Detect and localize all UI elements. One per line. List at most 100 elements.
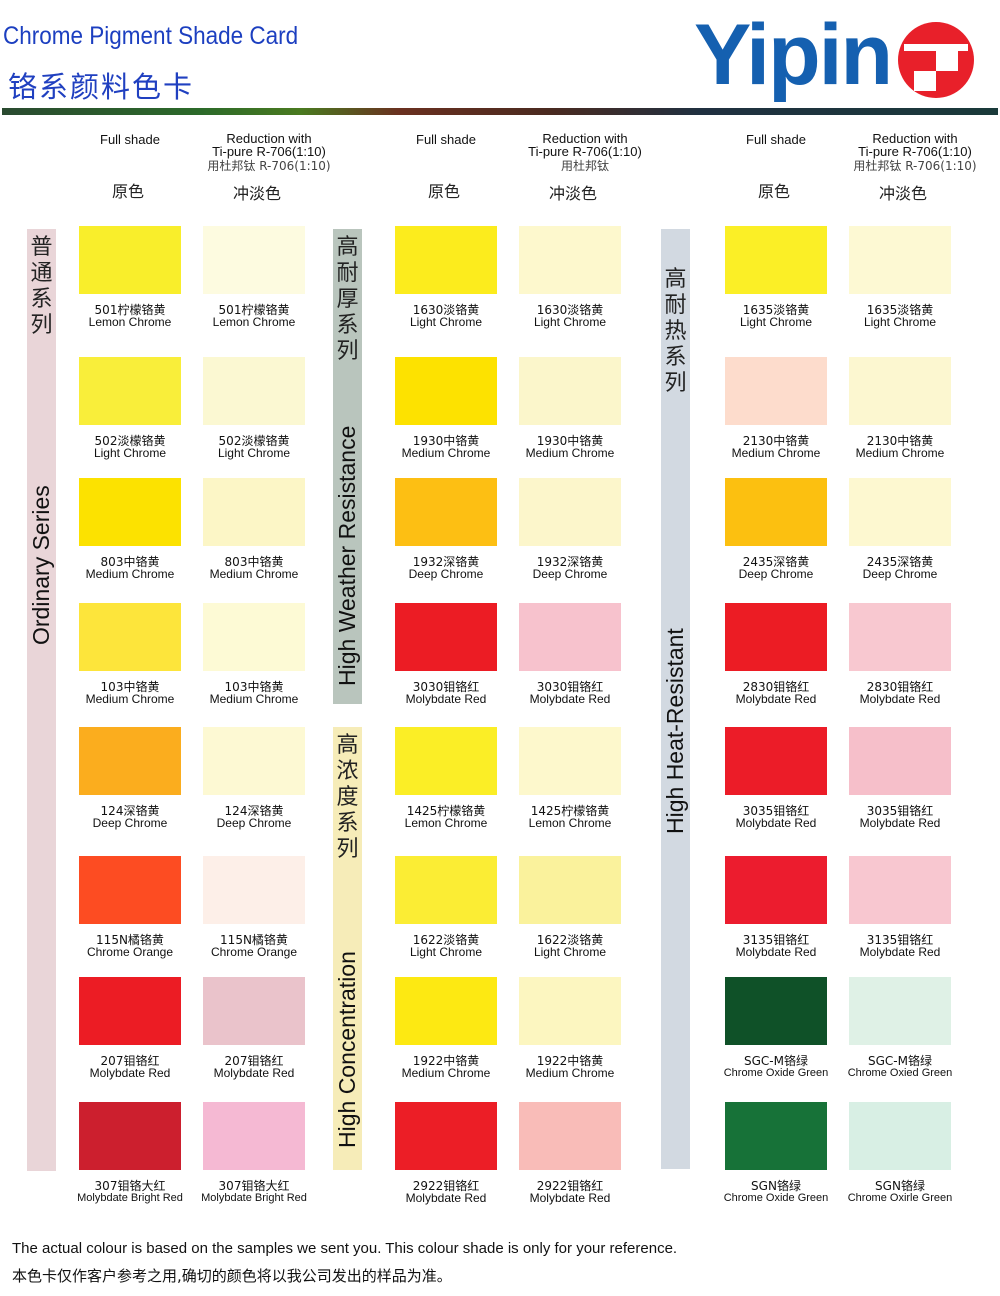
reduction-name-en: Chrome Oxirle Green — [847, 1192, 953, 1204]
pigment-code-cn: 1425柠檬铬黄 — [406, 804, 486, 818]
swatch-full-shade — [79, 603, 181, 671]
title-english: Chrome Pigment Shade Card — [3, 22, 299, 50]
header-reduction-line2: Ti-pure R-706(1:10) — [212, 144, 326, 159]
reduction-code-cn: 3135钼铬红 — [866, 933, 934, 947]
pigment-code-cn: 3135钼铬红 — [742, 933, 810, 947]
pigment-code-cn: 124深铬黄 — [100, 804, 160, 818]
pigment-name-en: Light Chrome — [409, 945, 483, 959]
series-bar: 高耐厚系列 — [333, 229, 362, 704]
reduction-code-cn: 124深铬黄 — [224, 804, 284, 818]
pigment-name-en: Lemon Chrome — [88, 315, 172, 329]
reduction-code-cn: SGN铬绿 — [875, 1179, 925, 1193]
series-name-en: High Concentration — [334, 951, 360, 1148]
series-name-cn: 高耐热系列 — [664, 267, 687, 396]
reduction-name-en: Molybdate Red — [859, 692, 941, 706]
reduction-name-en: Deep Chrome — [862, 567, 938, 581]
reduction-name-en: Chrome Oxied Green — [847, 1067, 953, 1079]
swatch-reduction — [203, 727, 305, 795]
header-reduction-line3: 用杜邦钛 — [560, 159, 609, 173]
header-reduction-cn: 冲淡色 — [233, 184, 282, 203]
pigment-name-en: Light Chrome — [409, 315, 483, 329]
reduction-name-en: Molybdate Red — [859, 816, 941, 830]
pigment-code-cn: SGN铬绿 — [751, 1179, 801, 1193]
swatch-reduction — [849, 478, 951, 546]
pigment-name-en: Deep Chrome — [738, 567, 814, 581]
swatch-full-shade — [395, 226, 497, 294]
header-reduction-line1: Reduction with — [872, 131, 958, 146]
swatch-reduction — [849, 856, 951, 924]
pigment-name-en: Medium Chrome — [85, 567, 175, 581]
series-bar: 普通系列 — [27, 229, 56, 1171]
pigment-code-cn: 207钼铬红 — [100, 1054, 160, 1068]
pigment-name-en: Deep Chrome — [408, 567, 484, 581]
swatch-full-shade — [79, 478, 181, 546]
swatch-full-shade — [79, 1102, 181, 1170]
pigment-name-en: Molybdate Red — [405, 1191, 487, 1205]
swatch-reduction — [203, 357, 305, 425]
reduction-name-en: Chrome Orange — [210, 945, 298, 959]
header-full-shade-cn: 原色 — [758, 182, 791, 201]
header-reduction-line2: Ti-pure R-706(1:10) — [858, 144, 972, 159]
reduction-name-en: Lemon Chrome — [528, 816, 612, 830]
reduction-code-cn: 501柠檬铬黄 — [218, 303, 290, 317]
swatch-full-shade — [395, 856, 497, 924]
yipin-logo-emblem-icon — [898, 22, 974, 98]
reduction-name-en: Medium Chrome — [855, 446, 945, 460]
swatch-full-shade — [395, 357, 497, 425]
swatch-reduction — [519, 1102, 621, 1170]
footer-note-english: The actual colour is based on the sample… — [12, 1240, 678, 1257]
swatch-reduction — [203, 1102, 305, 1170]
reduction-code-cn: 307钼铬大红 — [218, 1179, 290, 1193]
reduction-name-en: Medium Chrome — [209, 692, 299, 706]
swatch-reduction — [519, 603, 621, 671]
series-name-en: Ordinary Series — [28, 485, 54, 645]
reduction-name-en: Light Chrome — [217, 446, 291, 460]
reduction-name-en: Light Chrome — [533, 945, 607, 959]
pigment-name-en: Molybdate Red — [735, 692, 817, 706]
swatch-reduction — [849, 357, 951, 425]
reduction-name-en: Molybdate Red — [859, 945, 941, 959]
reduction-name-en: Deep Chrome — [216, 816, 292, 830]
pigment-code-cn: 1630淡铬黄 — [412, 303, 480, 317]
reduction-name-en: Lemon Chrome — [212, 315, 296, 329]
swatch-full-shade — [395, 1102, 497, 1170]
swatch-full-shade — [725, 478, 827, 546]
reduction-name-en: Light Chrome — [533, 315, 607, 329]
pigment-name-en: Deep Chrome — [92, 816, 168, 830]
reduction-code-cn: 1425柠檬铬黄 — [530, 804, 610, 818]
pigment-code-cn: 1922中铬黄 — [412, 1054, 480, 1068]
pigment-code-cn: 803中铬黄 — [100, 555, 160, 569]
swatch-reduction — [203, 226, 305, 294]
swatch-reduction — [519, 727, 621, 795]
pigment-code-cn: SGC-M铬绿 — [744, 1054, 808, 1068]
reduction-code-cn: SGC-M铬绿 — [868, 1054, 932, 1068]
pigment-code-cn: 501柠檬铬黄 — [94, 303, 166, 317]
pigment-code-cn: 103中铬黄 — [100, 680, 160, 694]
reduction-name-en: Molybdate Red — [529, 692, 611, 706]
swatch-full-shade — [725, 1102, 827, 1170]
yipin-logo-text: Yipin — [694, 7, 893, 103]
swatch-reduction — [849, 603, 951, 671]
swatch-reduction — [519, 977, 621, 1045]
swatch-reduction — [203, 478, 305, 546]
pigment-code-cn: 2830钼铬红 — [742, 680, 810, 694]
swatch-reduction — [519, 856, 621, 924]
header-reduction-line2: Ti-pure R-706(1:10) — [528, 144, 642, 159]
pigment-code-cn: 1635淡铬黄 — [742, 303, 810, 317]
header-reduction-line3: 用杜邦钛 R-706(1:10) — [207, 159, 331, 173]
swatch-reduction — [203, 603, 305, 671]
swatch-reduction — [849, 1102, 951, 1170]
swatch-full-shade — [79, 357, 181, 425]
pigment-code-cn: 1930中铬黄 — [412, 434, 480, 448]
reduction-code-cn: 2130中铬黄 — [866, 434, 934, 448]
pigment-name-en: Chrome Oxide Green — [723, 1192, 829, 1204]
pigment-code-cn: 3030钼铬红 — [412, 680, 480, 694]
reduction-code-cn: 1922中铬黄 — [536, 1054, 604, 1068]
reduction-name-en: Medium Chrome — [525, 446, 615, 460]
reduction-code-cn: 803中铬黄 — [224, 555, 284, 569]
header-full-shade: Full shade — [100, 132, 160, 147]
swatch-reduction — [519, 226, 621, 294]
header-reduction-cn: 冲淡色 — [879, 184, 928, 203]
pigment-name-en: Light Chrome — [93, 446, 167, 460]
swatch-full-shade — [725, 226, 827, 294]
